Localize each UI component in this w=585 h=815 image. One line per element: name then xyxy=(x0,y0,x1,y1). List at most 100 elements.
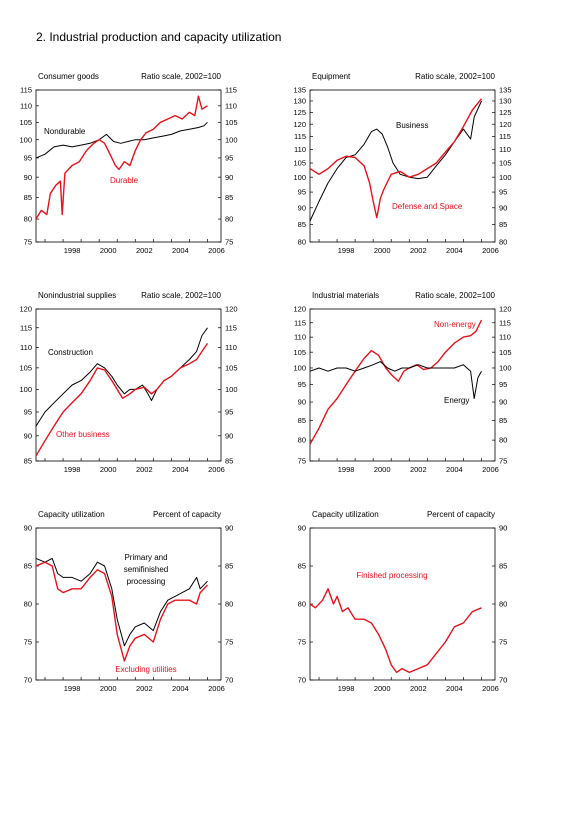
x-tick-label: 2002 xyxy=(136,246,153,255)
x-tick-label: 2006 xyxy=(208,246,225,255)
y-tick-label-left: 85 xyxy=(298,562,306,571)
series-line xyxy=(35,95,208,220)
chart-panel-nonindustrial-supplies: Nonindustrial supplies Ratio scale, 2002=… xyxy=(19,291,238,474)
plot-frame xyxy=(35,527,222,681)
y-tick-label-left: 105 xyxy=(293,159,306,168)
y-tick-label-right: 120 xyxy=(499,305,512,314)
x-tick-label: 2004 xyxy=(446,684,463,693)
y-tick-label-right: 115 xyxy=(225,86,237,95)
y-tick-label-left: 90 xyxy=(298,398,306,407)
y-tick-label-right: 100 xyxy=(499,173,512,182)
y-tick-label-left: 115 xyxy=(294,318,306,327)
series-label: Finished processing xyxy=(356,571,427,580)
y-tick-label-right: 100 xyxy=(225,135,238,144)
y-tick-label-right: 105 xyxy=(225,118,238,127)
x-tick-label: 2006 xyxy=(208,465,225,474)
y-tick-label-left: 75 xyxy=(24,638,32,647)
y-tick-label-right: 115 xyxy=(499,132,511,141)
y-tick-label-left: 75 xyxy=(24,238,32,247)
y-tick-label-left: 130 xyxy=(293,97,306,106)
y-tick-label-right: 90 xyxy=(499,203,507,212)
y-tick-label-left: 115 xyxy=(294,132,306,141)
y-tick-label-right: 85 xyxy=(499,562,507,571)
y-tick-label-right: 95 xyxy=(225,408,233,417)
y-tick-label-right: 80 xyxy=(225,215,233,224)
y-tick-label-left: 105 xyxy=(293,348,306,357)
y-tick-label-right: 85 xyxy=(225,562,233,571)
y-tick-label-right: 75 xyxy=(225,238,233,247)
y-tick-label-right: 125 xyxy=(499,108,512,117)
series-label: Excluding utilities xyxy=(115,665,176,674)
y-tick-label-left: 70 xyxy=(298,676,306,685)
x-tick-label: 2006 xyxy=(208,684,225,693)
x-tick-label: 2004 xyxy=(172,465,189,474)
x-tick-label: 2000 xyxy=(100,465,117,474)
y-tick-label-left: 85 xyxy=(24,562,32,571)
series-label: Nondurable xyxy=(44,127,86,136)
x-tick-label: 2000 xyxy=(100,246,117,255)
y-tick-label-right: 80 xyxy=(499,600,507,609)
y-tick-label-left: 80 xyxy=(298,238,306,247)
panel-scale-label: Percent of capacity xyxy=(153,510,221,519)
x-tick-label: 2000 xyxy=(374,465,391,474)
series-label: Other business xyxy=(56,430,110,439)
panel-title: Industrial materials xyxy=(312,291,379,300)
chart-panel-capacity-utilization-finished: Capacity utilization Percent of capacity 7… xyxy=(298,510,508,693)
y-tick-label-left: 95 xyxy=(24,408,32,417)
y-tick-label-left: 95 xyxy=(24,154,32,163)
x-tick-label: 2006 xyxy=(482,684,499,693)
x-tick-label: 2004 xyxy=(446,465,463,474)
x-tick-label: 1998 xyxy=(338,465,355,474)
y-tick-label-right: 100 xyxy=(499,364,512,373)
y-tick-label-left: 90 xyxy=(24,431,32,440)
y-tick-label-right: 90 xyxy=(225,524,233,533)
y-tick-label-left: 120 xyxy=(293,120,306,129)
x-tick-label: 2004 xyxy=(172,246,189,255)
y-tick-label-left: 110 xyxy=(20,343,32,352)
plot-frame xyxy=(35,89,222,243)
y-tick-label-right: 95 xyxy=(225,154,233,163)
y-tick-label-left: 100 xyxy=(19,135,32,144)
y-tick-label-right: 85 xyxy=(499,220,507,229)
panel-scale-label: Percent of capacity xyxy=(427,510,495,519)
x-tick-label: 2002 xyxy=(136,684,153,693)
y-tick-label-left: 105 xyxy=(19,363,32,372)
y-tick-label-right: 100 xyxy=(225,385,238,394)
y-tick-label-right: 95 xyxy=(499,188,507,197)
y-tick-label-right: 115 xyxy=(499,318,511,327)
y-tick-label-left: 85 xyxy=(298,220,306,229)
y-tick-label-right: 80 xyxy=(225,600,233,609)
y-tick-label-right: 110 xyxy=(499,333,511,342)
x-tick-label: 2006 xyxy=(482,465,499,474)
y-tick-label-right: 95 xyxy=(499,380,507,389)
y-tick-label-left: 115 xyxy=(20,323,32,332)
panel-scale-label: Ratio scale, 2002=100 xyxy=(415,291,495,300)
series-label: Business xyxy=(396,121,428,130)
series-label: Construction xyxy=(48,348,93,357)
y-tick-label-right: 70 xyxy=(225,676,233,685)
panel-title: Consumer goods xyxy=(38,72,99,81)
y-tick-label-left: 110 xyxy=(294,333,306,342)
y-tick-label-left: 80 xyxy=(24,600,32,609)
series-line xyxy=(35,343,209,457)
panel-scale-label: Ratio scale, 2002=100 xyxy=(141,72,221,81)
series-line xyxy=(309,319,483,445)
x-tick-label: 2000 xyxy=(374,246,391,255)
y-tick-label-right: 90 xyxy=(225,431,233,440)
y-tick-label-left: 100 xyxy=(293,173,306,182)
y-tick-label-left: 75 xyxy=(298,457,306,466)
y-tick-label-left: 110 xyxy=(294,145,306,154)
y-tick-label-right: 120 xyxy=(499,120,512,129)
y-tick-label-right: 75 xyxy=(225,638,233,647)
x-tick-label: 1998 xyxy=(338,246,355,255)
chart-panel-industrial-materials: Industrial materials Ratio scale, 2002=10… xyxy=(293,291,512,474)
series-label: Defense and Space xyxy=(392,202,463,211)
y-tick-label-left: 70 xyxy=(24,676,32,685)
y-tick-label-right: 105 xyxy=(499,159,512,168)
y-tick-label-right: 85 xyxy=(225,193,233,202)
plot-frame xyxy=(35,308,222,462)
x-tick-label: 1998 xyxy=(64,246,81,255)
y-tick-label-right: 70 xyxy=(499,676,507,685)
y-tick-label-right: 90 xyxy=(499,524,507,533)
panel-title: Nonindustrial supplies xyxy=(38,291,116,300)
